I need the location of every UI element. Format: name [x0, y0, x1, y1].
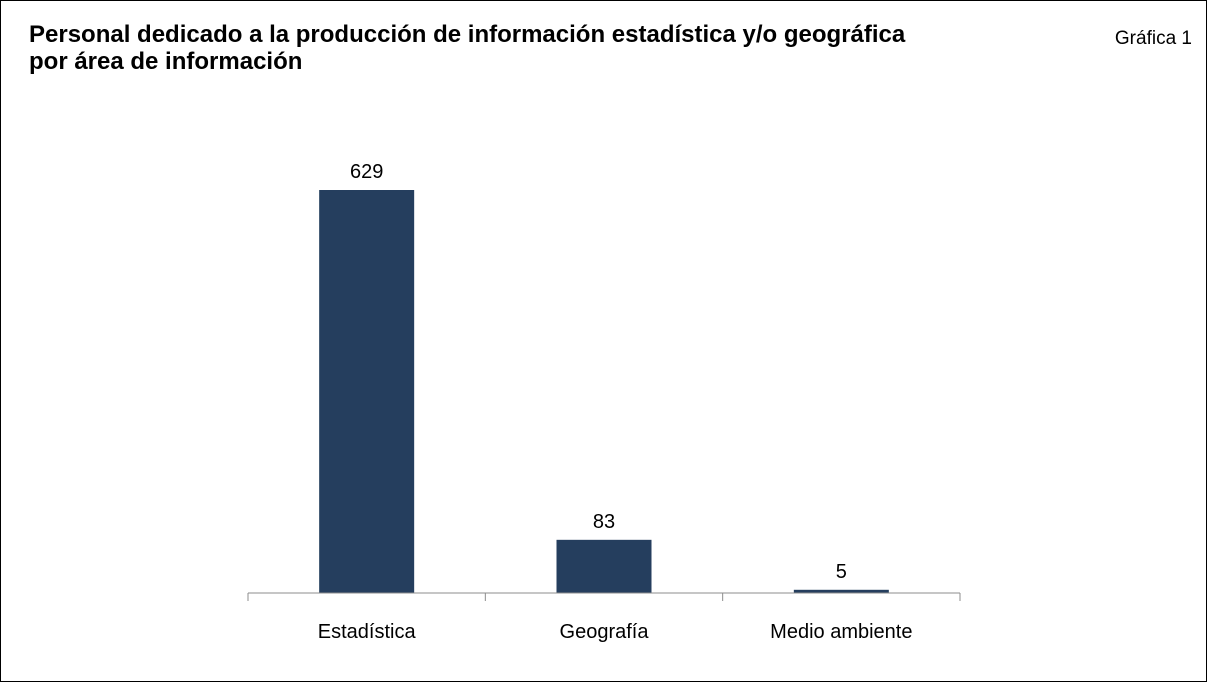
data-label: 629 [350, 161, 383, 183]
x-tick-label: Geografía [560, 621, 650, 643]
bar-medio-ambiente [793, 589, 889, 593]
bar-geografía [556, 539, 652, 593]
bar-estadística [319, 190, 415, 593]
data-label: 5 [836, 561, 847, 583]
data-label: 83 [593, 511, 615, 533]
chart-number: Gráfica 1 [1114, 28, 1192, 49]
x-tick-label: Estadística [318, 621, 417, 643]
x-tick-label: Medio ambiente [770, 621, 912, 643]
chart-title: Personal dedicado a la producción de inf… [29, 21, 906, 75]
